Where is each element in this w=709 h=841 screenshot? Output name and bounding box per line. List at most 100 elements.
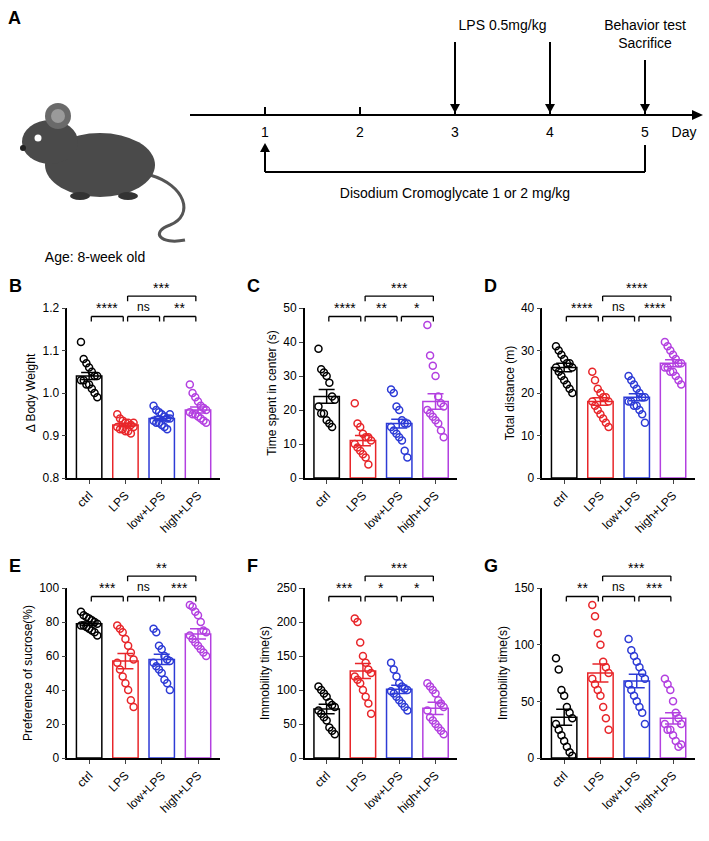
- svg-text:LPS: LPS: [106, 489, 132, 515]
- svg-text:****: ****: [571, 300, 593, 316]
- svg-text:LPS: LPS: [581, 489, 607, 515]
- svg-text:0: 0: [528, 471, 535, 485]
- svg-text:**: **: [577, 580, 588, 596]
- svg-text:****: ****: [626, 280, 648, 296]
- svg-text:high+LPS: high+LPS: [395, 489, 442, 536]
- svg-text:10: 10: [283, 437, 297, 451]
- svg-text:ctrl: ctrl: [74, 769, 95, 790]
- svg-text:20: 20: [283, 403, 297, 417]
- svg-text:1.0: 1.0: [43, 386, 60, 400]
- svg-text:ns: ns: [612, 300, 625, 314]
- svg-text:low+LPS: low+LPS: [362, 489, 406, 533]
- svg-text:D: D: [484, 276, 497, 296]
- svg-text:3: 3: [451, 124, 459, 140]
- svg-text:ns: ns: [137, 580, 150, 594]
- svg-text:LPS: LPS: [581, 769, 607, 795]
- svg-text:high+LPS: high+LPS: [632, 769, 679, 816]
- svg-text:low+LPS: low+LPS: [124, 489, 168, 533]
- svg-text:1.1: 1.1: [43, 344, 60, 358]
- svg-text:high+LPS: high+LPS: [157, 769, 204, 816]
- svg-text:**: **: [156, 560, 167, 576]
- svg-text:****: ****: [96, 300, 118, 316]
- svg-text:****: ****: [334, 300, 356, 316]
- svg-text:***: ***: [336, 580, 353, 596]
- svg-text:4: 4: [546, 124, 554, 140]
- svg-text:high+LPS: high+LPS: [395, 769, 442, 816]
- svg-text:100: 100: [514, 638, 534, 652]
- svg-text:80: 80: [46, 615, 60, 629]
- svg-text:*: *: [414, 300, 420, 316]
- svg-text:40: 40: [283, 335, 297, 349]
- svg-text:ctrl: ctrl: [312, 489, 333, 510]
- svg-text:200: 200: [277, 615, 297, 629]
- svg-text:Immobility time(s): Immobility time(s): [496, 626, 510, 720]
- svg-text:***: ***: [391, 280, 408, 296]
- svg-text:low+LPS: low+LPS: [362, 769, 406, 813]
- svg-text:0: 0: [290, 471, 297, 485]
- svg-text:100: 100: [277, 683, 297, 697]
- svg-text:***: ***: [99, 580, 116, 596]
- svg-text:high+LPS: high+LPS: [632, 489, 679, 536]
- svg-text:40: 40: [46, 683, 60, 697]
- svg-text:ctrl: ctrl: [312, 769, 333, 790]
- svg-text:150: 150: [514, 581, 534, 595]
- svg-text:Age: 8-week old: Age: 8-week old: [45, 249, 145, 265]
- svg-text:50: 50: [283, 301, 297, 315]
- svg-text:ns: ns: [612, 580, 625, 594]
- svg-text:LPS 0.5mg/kg: LPS 0.5mg/kg: [459, 17, 547, 33]
- svg-text:10: 10: [521, 429, 535, 443]
- svg-text:low+LPS: low+LPS: [599, 769, 643, 813]
- svg-text:F: F: [247, 556, 258, 576]
- svg-text:Behavior test: Behavior test: [604, 17, 686, 33]
- svg-text:B: B: [9, 276, 22, 296]
- svg-text:**: **: [376, 300, 387, 316]
- svg-text:Immobility time(s): Immobility time(s): [258, 626, 272, 720]
- svg-text:Disodium Cromoglycate 1 or 2 m: Disodium Cromoglycate 1 or 2 mg/kg: [340, 185, 570, 201]
- svg-text:Δ Body Weight: Δ Body Weight: [24, 353, 38, 432]
- svg-text:LPS: LPS: [106, 769, 132, 795]
- svg-text:250: 250: [277, 581, 297, 595]
- svg-text:C: C: [247, 276, 260, 296]
- svg-text:30: 30: [521, 344, 535, 358]
- svg-text:high+LPS: high+LPS: [157, 489, 204, 536]
- svg-text:Time spent in center (s): Time spent in center (s): [265, 330, 279, 456]
- svg-text:low+LPS: low+LPS: [599, 489, 643, 533]
- svg-text:1: 1: [261, 124, 269, 140]
- svg-text:0: 0: [528, 751, 535, 765]
- svg-text:***: ***: [171, 580, 188, 596]
- svg-text:low+LPS: low+LPS: [124, 769, 168, 813]
- svg-text:***: ***: [628, 560, 645, 576]
- svg-text:2: 2: [356, 124, 364, 140]
- svg-text:30: 30: [283, 369, 297, 383]
- svg-text:0.9: 0.9: [43, 429, 60, 443]
- svg-text:LPS: LPS: [343, 489, 369, 515]
- svg-text:*: *: [378, 580, 384, 596]
- svg-text:5: 5: [641, 124, 649, 140]
- svg-text:40: 40: [521, 301, 535, 315]
- svg-text:***: ***: [646, 580, 663, 596]
- svg-text:150: 150: [277, 649, 297, 663]
- svg-text:***: ***: [153, 280, 170, 296]
- svg-text:100: 100: [39, 581, 59, 595]
- svg-text:G: G: [484, 556, 498, 576]
- svg-text:LPS: LPS: [343, 769, 369, 795]
- svg-text:50: 50: [521, 695, 535, 709]
- svg-text:Preference of sucrose(%): Preference of sucrose(%): [21, 605, 35, 741]
- svg-text:60: 60: [46, 649, 60, 663]
- svg-text:Total distance (m): Total distance (m): [503, 346, 517, 441]
- svg-text:0: 0: [290, 751, 297, 765]
- svg-text:***: ***: [391, 560, 408, 576]
- svg-text:****: ****: [644, 300, 666, 316]
- svg-text:ns: ns: [137, 300, 150, 314]
- svg-text:**: **: [174, 300, 185, 316]
- svg-text:20: 20: [46, 717, 60, 731]
- svg-text:ctrl: ctrl: [549, 769, 570, 790]
- svg-text:A: A: [8, 8, 21, 28]
- svg-text:*: *: [414, 580, 420, 596]
- svg-text:50: 50: [283, 717, 297, 731]
- svg-text:0.8: 0.8: [43, 471, 60, 485]
- svg-text:20: 20: [521, 386, 535, 400]
- svg-text:E: E: [9, 556, 21, 576]
- svg-text:1.2: 1.2: [43, 301, 60, 315]
- svg-text:ctrl: ctrl: [74, 489, 95, 510]
